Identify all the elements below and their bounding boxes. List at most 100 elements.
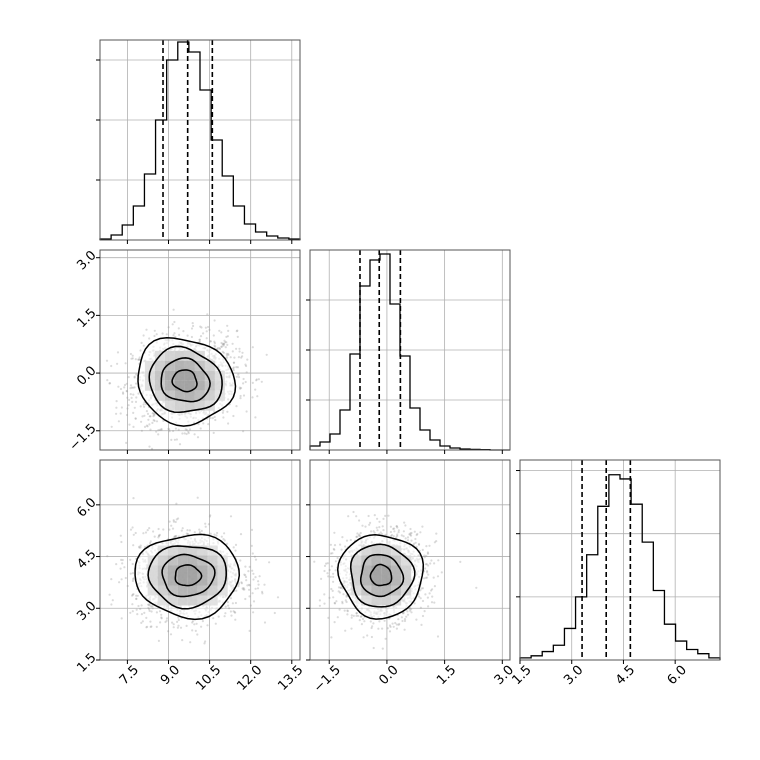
scatter-point bbox=[129, 393, 132, 396]
scatter-point bbox=[238, 386, 241, 389]
scatter-point bbox=[108, 593, 111, 596]
scatter-point bbox=[131, 603, 134, 606]
scatter-point bbox=[359, 535, 362, 538]
scatter-point bbox=[173, 535, 176, 538]
scatter-point bbox=[186, 532, 189, 536]
scatter-point bbox=[339, 586, 342, 589]
scatter-point bbox=[223, 615, 226, 618]
scatter-point bbox=[150, 447, 154, 450]
scatter-point bbox=[358, 519, 361, 522]
scatter-point bbox=[395, 536, 398, 539]
scatter-point bbox=[253, 555, 256, 558]
scatter-point bbox=[133, 376, 136, 379]
scatter-point bbox=[331, 589, 334, 593]
scatter-point bbox=[125, 389, 128, 393]
scatter-point bbox=[247, 583, 251, 586]
scatter-point bbox=[152, 415, 155, 418]
scatter-point bbox=[237, 585, 240, 588]
scatter-point bbox=[153, 334, 156, 338]
scatter-point bbox=[328, 568, 331, 572]
histogram-step-line bbox=[519, 474, 721, 660]
scatter-point bbox=[190, 327, 194, 330]
scatter-point bbox=[199, 335, 203, 338]
scatter-point bbox=[256, 587, 260, 590]
scatter-point bbox=[132, 577, 135, 580]
scatter-point bbox=[106, 555, 109, 558]
scatter-point bbox=[208, 328, 211, 331]
scatter-point bbox=[108, 382, 111, 385]
scatter-point bbox=[144, 531, 148, 534]
scatter-point bbox=[330, 565, 333, 568]
scatter-point bbox=[220, 535, 223, 538]
scatter-point bbox=[152, 412, 155, 415]
scatter-point bbox=[131, 572, 135, 575]
scatter-point bbox=[222, 343, 226, 346]
scatter-point bbox=[373, 531, 376, 534]
scatter-point bbox=[403, 628, 406, 631]
density-content bbox=[100, 250, 300, 450]
contour-line bbox=[148, 345, 223, 414]
scatter-point bbox=[369, 521, 372, 525]
scatter-point bbox=[181, 639, 184, 642]
scatter-point bbox=[337, 586, 341, 589]
scatter-point bbox=[423, 556, 426, 559]
scatter-point bbox=[131, 610, 134, 613]
scatter-point bbox=[137, 604, 140, 608]
scatter-point bbox=[419, 597, 422, 600]
scatter-point bbox=[349, 538, 352, 542]
scatter-point bbox=[368, 523, 371, 526]
scatter-point bbox=[224, 605, 227, 608]
scatter-point bbox=[160, 617, 163, 620]
scatter-point bbox=[132, 593, 135, 596]
scatter-point bbox=[135, 396, 138, 399]
scatter-point bbox=[355, 612, 358, 615]
scatter-point bbox=[402, 612, 405, 615]
scatter-point bbox=[406, 613, 410, 616]
scatter-point bbox=[403, 619, 407, 623]
scatter-point bbox=[406, 610, 409, 613]
scatter-point bbox=[358, 619, 361, 622]
scatter-point bbox=[175, 518, 178, 521]
scatter-point bbox=[140, 613, 143, 616]
scatter-point bbox=[222, 351, 225, 354]
scatter-point bbox=[376, 529, 379, 532]
scatter-point bbox=[133, 406, 136, 409]
density-content bbox=[310, 460, 510, 660]
scatter-point bbox=[232, 610, 235, 613]
scatter-point bbox=[130, 386, 134, 389]
scatter-point bbox=[221, 411, 224, 414]
scatter-point bbox=[265, 353, 268, 356]
scatter-point bbox=[134, 400, 138, 403]
scatter-point bbox=[172, 308, 175, 311]
scatter-point bbox=[345, 595, 348, 598]
scatter-point bbox=[143, 611, 146, 615]
scatter-point bbox=[135, 597, 138, 601]
scatter-point bbox=[135, 382, 138, 385]
scatter-point bbox=[378, 520, 381, 523]
scatter-point bbox=[232, 361, 236, 364]
scatter-point bbox=[239, 533, 243, 536]
contour-line bbox=[174, 564, 203, 587]
scatter-point bbox=[341, 600, 344, 604]
scatter-point bbox=[198, 340, 201, 343]
scatter-point bbox=[226, 343, 229, 346]
scatter-point bbox=[435, 540, 438, 543]
scatter-point bbox=[202, 422, 205, 425]
scatter-point bbox=[331, 552, 334, 555]
scatter-point bbox=[236, 366, 239, 369]
scatter-point bbox=[333, 544, 337, 547]
scatter-point bbox=[389, 625, 392, 629]
scatter-point bbox=[242, 430, 245, 433]
scatter-point bbox=[172, 334, 175, 337]
scatter-point bbox=[361, 524, 364, 527]
scatter-point bbox=[251, 396, 254, 399]
scatter-point bbox=[191, 620, 195, 623]
scatter-point bbox=[173, 320, 176, 324]
scatter-point bbox=[120, 540, 123, 544]
scatter-point bbox=[400, 616, 403, 619]
scatter-point bbox=[193, 531, 196, 534]
scatter-point bbox=[145, 328, 148, 331]
scatter-point bbox=[231, 602, 234, 605]
scatter-point bbox=[174, 427, 177, 430]
scatter-point bbox=[129, 528, 133, 531]
